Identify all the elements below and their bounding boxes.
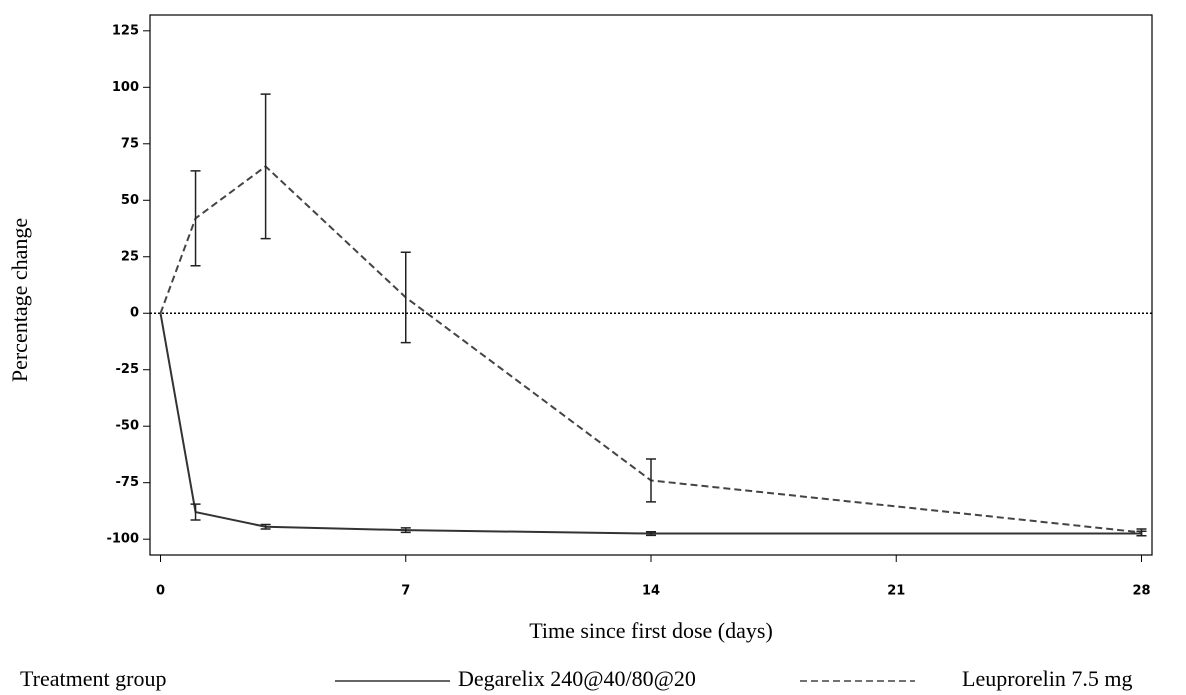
y-tick-label: -100	[106, 532, 139, 547]
error-bar	[1136, 528, 1147, 537]
x-tick-label: 7	[401, 584, 410, 599]
error-bar	[260, 523, 271, 530]
error-bar	[646, 458, 656, 503]
error-bar	[260, 93, 271, 240]
y-tick-label: -75	[116, 475, 140, 490]
series-line	[159, 313, 1142, 535]
x-tick-label: 0	[156, 584, 165, 599]
y-tick-label: 75	[121, 136, 139, 151]
x-axis-label: Time since first dose (days)	[529, 618, 773, 643]
y-tick-label: 25	[121, 249, 139, 264]
x-tick-label: 21	[887, 584, 905, 599]
error-bar	[400, 527, 411, 534]
y-tick-label: 125	[112, 23, 139, 38]
y-axis-label: Percentage change	[7, 218, 32, 382]
error-bar	[646, 530, 656, 537]
error-bar	[400, 251, 411, 344]
legend-label: Degarelix 240@40/80@20	[458, 666, 696, 691]
error-bar	[190, 503, 201, 521]
x-tick-label: 28	[1132, 584, 1150, 599]
y-tick-label: 100	[112, 80, 139, 95]
y-tick-label: 50	[121, 193, 139, 208]
y-tick-label: -25	[116, 362, 140, 377]
y-tick-label: 0	[130, 306, 139, 321]
y-tick-label: -50	[116, 419, 140, 434]
error-bar	[190, 170, 201, 267]
legend-label: Leuprorelin 7.5 mg	[962, 666, 1132, 691]
legend-title: Treatment group	[20, 666, 166, 691]
x-tick-label: 14	[642, 584, 660, 599]
